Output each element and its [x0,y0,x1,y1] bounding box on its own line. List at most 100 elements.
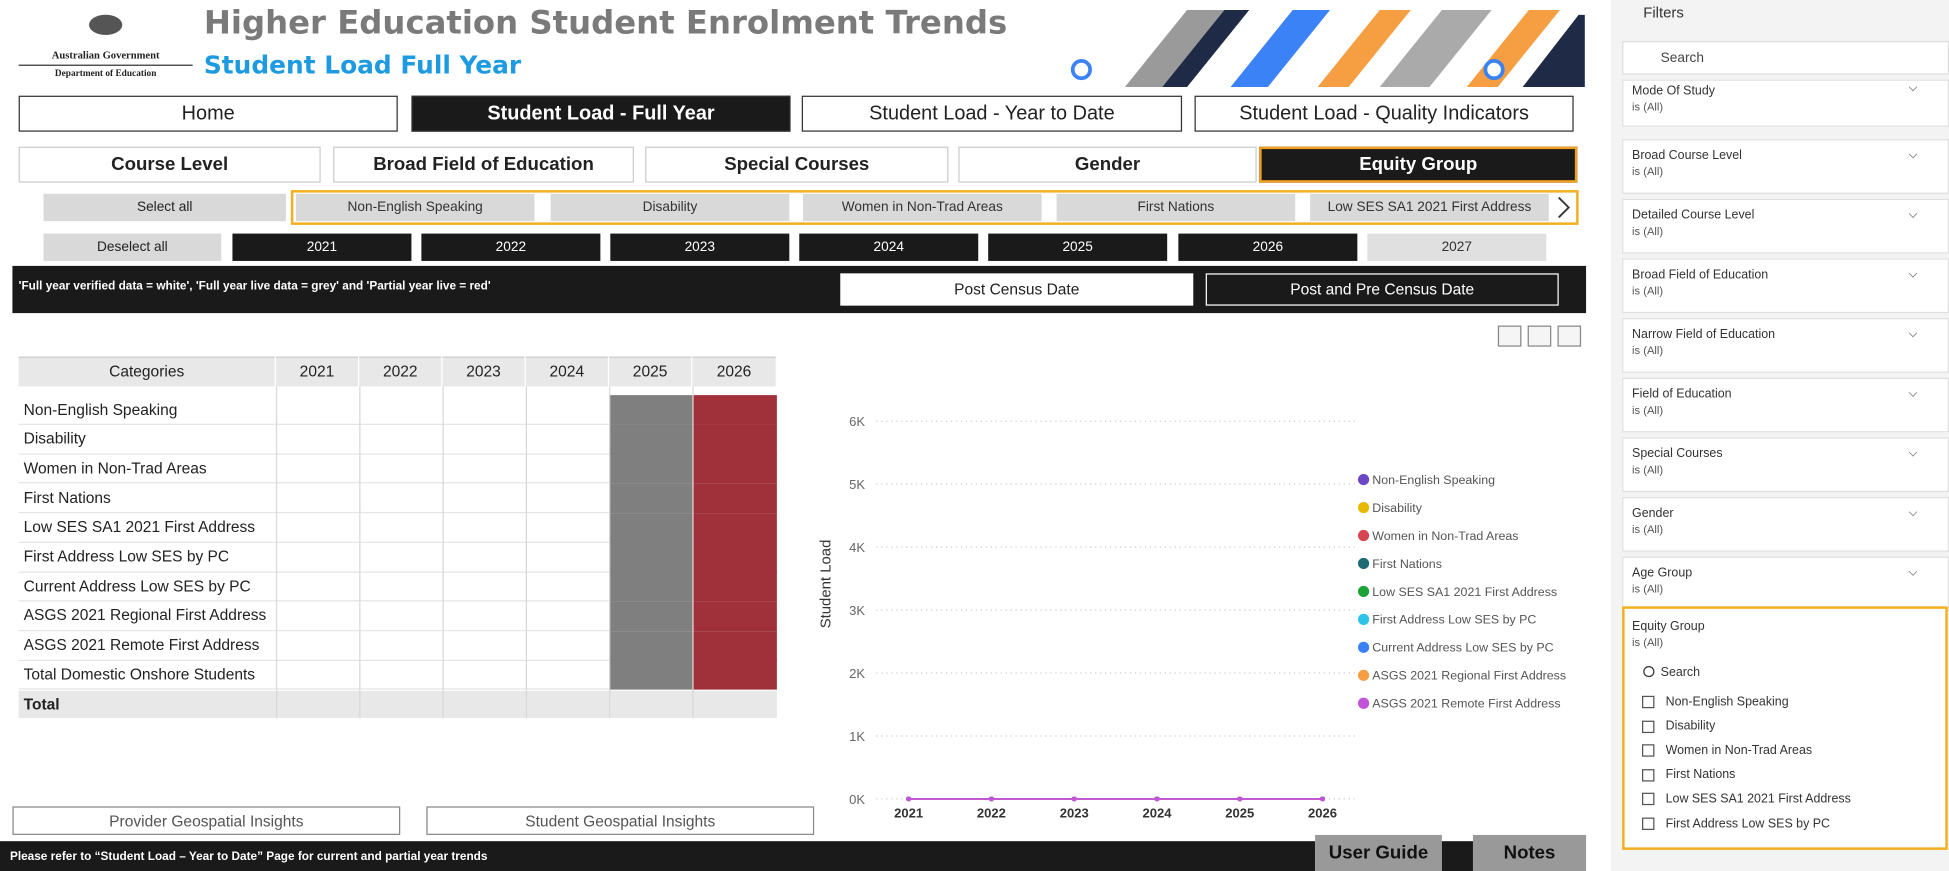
filter-search[interactable]: Search [1661,662,1910,682]
data-point [1154,796,1159,801]
subnav-tab[interactable]: Equity Group [1259,147,1577,183]
year-button[interactable]: 2022 [421,234,600,261]
cell-2025 [609,572,692,602]
filter-name: Mode Of Study [1632,82,1881,99]
checkbox[interactable] [1642,720,1654,732]
census-button[interactable]: Post Census Date [840,273,1193,305]
data-point [906,796,911,801]
filters-search[interactable]: Search [1622,41,1949,75]
visual-icon[interactable] [1498,326,1522,347]
nav-tab[interactable]: Student Load - Full Year [411,96,790,132]
cell-2025 [609,513,692,543]
y-tick-label: 1K [849,729,865,744]
data-point [1320,796,1325,801]
row-label: Non-English Speaking [24,395,273,424]
logo-line1: Australian Government [19,47,193,62]
legend-marker [1358,642,1369,653]
filter-state: is (All) [1632,99,1881,114]
year-button[interactable]: 2021 [232,234,411,261]
x-tick-label: 2024 [1142,806,1172,821]
filter-name: Narrow Field of Education [1632,326,1881,343]
checkbox[interactable] [1642,769,1654,781]
total-label: Total [24,691,273,718]
equity-button[interactable]: Non-English Speaking [296,194,535,221]
data-point [906,796,911,801]
subnav-tab[interactable]: Special Courses [645,147,948,183]
equity-button[interactable]: First Nations [1057,194,1296,221]
cell-2026 [692,483,777,513]
year-button[interactable]: 2024 [799,234,978,261]
col-divider [609,386,610,718]
year-button[interactable]: 2025 [988,234,1167,261]
census-button[interactable]: Post and Pre Census Date [1206,273,1559,305]
legend-label: ASGS 2021 Remote First Address [1372,697,1560,711]
legend-label: Non-English Speaking [1372,473,1495,487]
data-point [1237,796,1242,801]
x-tick-label: 2022 [977,806,1006,821]
subnav-tab[interactable]: Course Level [19,147,321,183]
subtitle: Student Load Full Year [204,47,701,82]
legend-marker [1358,614,1369,625]
filter-name: Equity Group [1632,618,1881,635]
y-tick-label: 0K [849,792,865,807]
data-point [1072,796,1077,801]
filter-option: Disability [1666,718,1927,735]
cell-2025 [609,631,692,661]
year-button[interactable]: 2027 [1367,234,1546,261]
select-all[interactable]: Select all [44,194,286,221]
col-divider [359,386,360,718]
table-header: 2026 [692,357,777,387]
filter-state: is (All) [1632,635,1881,650]
subnav-tab[interactable]: Gender [958,147,1256,183]
y-tick-label: 4K [849,540,865,555]
cell-2026 [692,395,777,425]
checkbox[interactable] [1642,818,1654,830]
scroll-arrow[interactable] [1554,195,1574,220]
checkbox[interactable] [1642,744,1654,756]
equity-button[interactable]: Disability [551,194,790,221]
footer-button[interactable]: Notes [1473,835,1586,871]
search-icon [1643,666,1654,677]
visual-icon[interactable] [1528,326,1552,347]
legend-marker [1358,474,1369,485]
nav-tab[interactable]: Student Load - Quality Indicators [1195,96,1574,132]
checkbox[interactable] [1642,696,1654,708]
footer-button[interactable]: User Guide [1315,835,1442,871]
subnav-tab[interactable]: Broad Field of Education [333,147,634,183]
filter-name: Field of Education [1632,385,1881,402]
nav-tab[interactable]: Home [19,96,398,132]
year-button[interactable]: 2023 [610,234,789,261]
filter-state: is (All) [1632,403,1881,418]
data-point [1237,796,1242,801]
equity-button[interactable]: Low SES SA1 2021 First Address [1310,194,1549,221]
filter-option: Low SES SA1 2021 First Address [1666,791,1927,808]
filter-name: Age Group [1632,564,1881,581]
link-button[interactable]: Student Geospatial Insights [426,806,814,835]
legend-label: Disability [1372,501,1422,515]
row-label: First Nations [24,483,273,512]
checkbox[interactable] [1642,793,1654,805]
y-tick-label: 5K [849,477,865,492]
nav-tab[interactable]: Student Load - Year to Date [802,96,1182,132]
link-button[interactable]: Provider Geospatial Insights [12,806,400,835]
data-point [1072,796,1077,801]
legend-marker [1358,670,1369,681]
x-tick-label: 2025 [1225,806,1254,821]
table-header: 2023 [443,357,526,387]
year-button[interactable]: 2026 [1178,234,1357,261]
data-point [1320,796,1325,801]
cell-2026 [692,572,777,602]
visual-icon[interactable] [1557,326,1581,347]
data-point [906,796,911,801]
data-point [1154,796,1159,801]
row-label: ASGS 2021 Regional First Address [24,601,273,630]
logo-crest [77,7,134,42]
deselect-all[interactable]: Deselect all [44,234,222,261]
cell-2026 [692,601,777,631]
y-axis-label: Student Load [818,540,834,629]
equity-button[interactable]: Women in Non-Trad Areas [803,194,1042,221]
filters-title: Filters [1643,1,1792,23]
filter-state: is (All) [1632,522,1881,537]
data-point [1154,796,1159,801]
table-header: 2021 [276,357,359,387]
